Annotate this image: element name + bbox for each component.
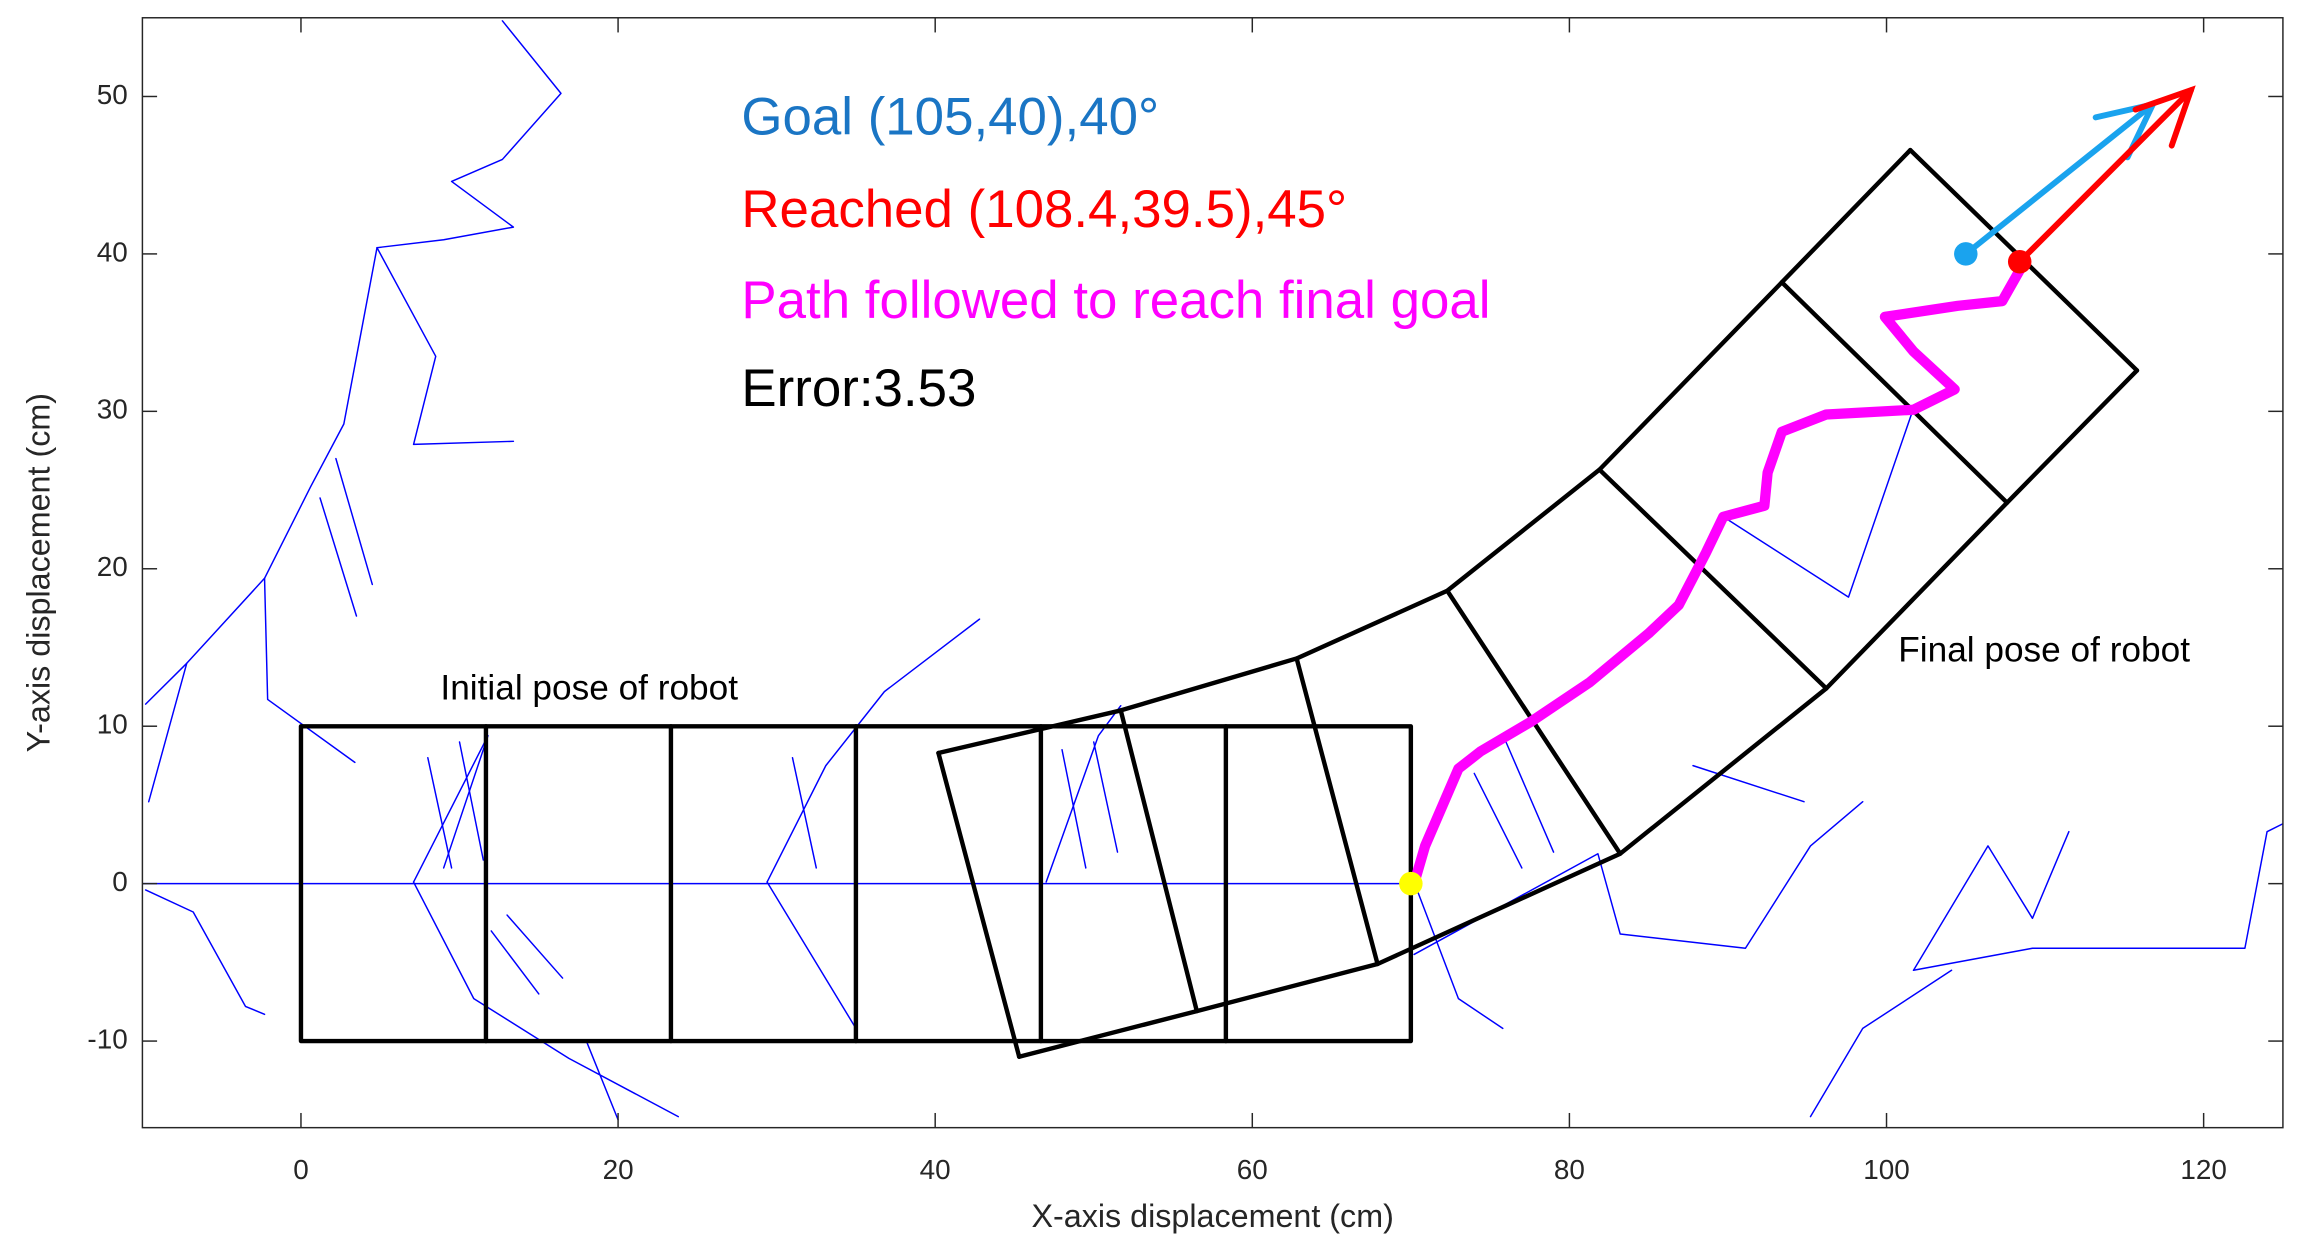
y-tick-label: 40 [97, 236, 128, 267]
x-tick-label: 80 [1554, 1154, 1585, 1185]
series-line [319, 497, 358, 617]
x-tick-label: 20 [603, 1154, 634, 1185]
series-line [1061, 749, 1087, 869]
y-tick-label: 50 [97, 79, 128, 110]
annotation: Error:3.53 [741, 359, 976, 418]
series-line [936, 750, 1022, 1059]
arrow-head [2132, 85, 2196, 149]
x-tick-label: 120 [2180, 1154, 2227, 1185]
series-line [427, 756, 453, 869]
series-line [490, 930, 540, 995]
series-line [458, 741, 485, 861]
series-line [1912, 830, 2070, 972]
series-line [144, 20, 562, 705]
series-line [412, 881, 680, 1118]
series-line [1779, 280, 2010, 505]
annotation: Final pose of robot [1898, 630, 2190, 669]
series-line [1045, 704, 1122, 883]
series-line [144, 889, 266, 1016]
series-line [1809, 969, 1953, 1118]
y-tick-label: 10 [97, 709, 128, 740]
annotation: Goal (105,40),40° [741, 87, 1159, 146]
series-line [791, 756, 818, 869]
series-line [1408, 256, 2030, 889]
series-line [1505, 741, 1555, 853]
axes-box [141, 17, 2284, 1129]
annotation: Initial pose of robot [440, 668, 738, 707]
series-line [1692, 764, 1805, 803]
arrow-shaft [1962, 101, 2156, 257]
series-line [263, 577, 356, 764]
series-line [1473, 772, 1523, 869]
series-line [1722, 407, 1915, 598]
series-line [376, 246, 515, 446]
annotation: Reached (108.4,39.5),45° [741, 180, 1347, 239]
y-tick-label: -10 [87, 1023, 127, 1054]
point [1399, 871, 1423, 896]
series-line [1118, 708, 1200, 1014]
series-line [766, 881, 857, 1030]
series-line [1093, 741, 1119, 853]
series-line [335, 457, 374, 586]
y-tick-label: 0 [112, 866, 128, 897]
arrow-shaft [2016, 87, 2194, 265]
plot-area [142, 20, 2283, 1121]
point [1954, 242, 1978, 266]
series-line [1912, 823, 2283, 972]
x-axis-label: X-axis displacement (cm) [1031, 1198, 1393, 1234]
y-tick-label: 20 [97, 551, 128, 582]
series-line [1294, 656, 1380, 967]
annotation: Path followed to reach final goal [741, 271, 1490, 330]
x-tick-label: 100 [1863, 1154, 1910, 1185]
series-line [1413, 801, 1864, 956]
y-axis-label: Y-axis displacement (cm) [21, 393, 57, 752]
x-tick-label: 0 [293, 1154, 309, 1185]
series-line [585, 1040, 619, 1121]
series-line [1413, 881, 1504, 1030]
series-line [1597, 467, 1829, 691]
point [2007, 250, 2032, 274]
x-tick-label: 60 [1237, 1154, 1268, 1185]
series-line [506, 914, 564, 979]
y-tick-label: 30 [97, 394, 128, 425]
x-tick-label: 40 [920, 1154, 951, 1185]
series-line [147, 662, 188, 803]
